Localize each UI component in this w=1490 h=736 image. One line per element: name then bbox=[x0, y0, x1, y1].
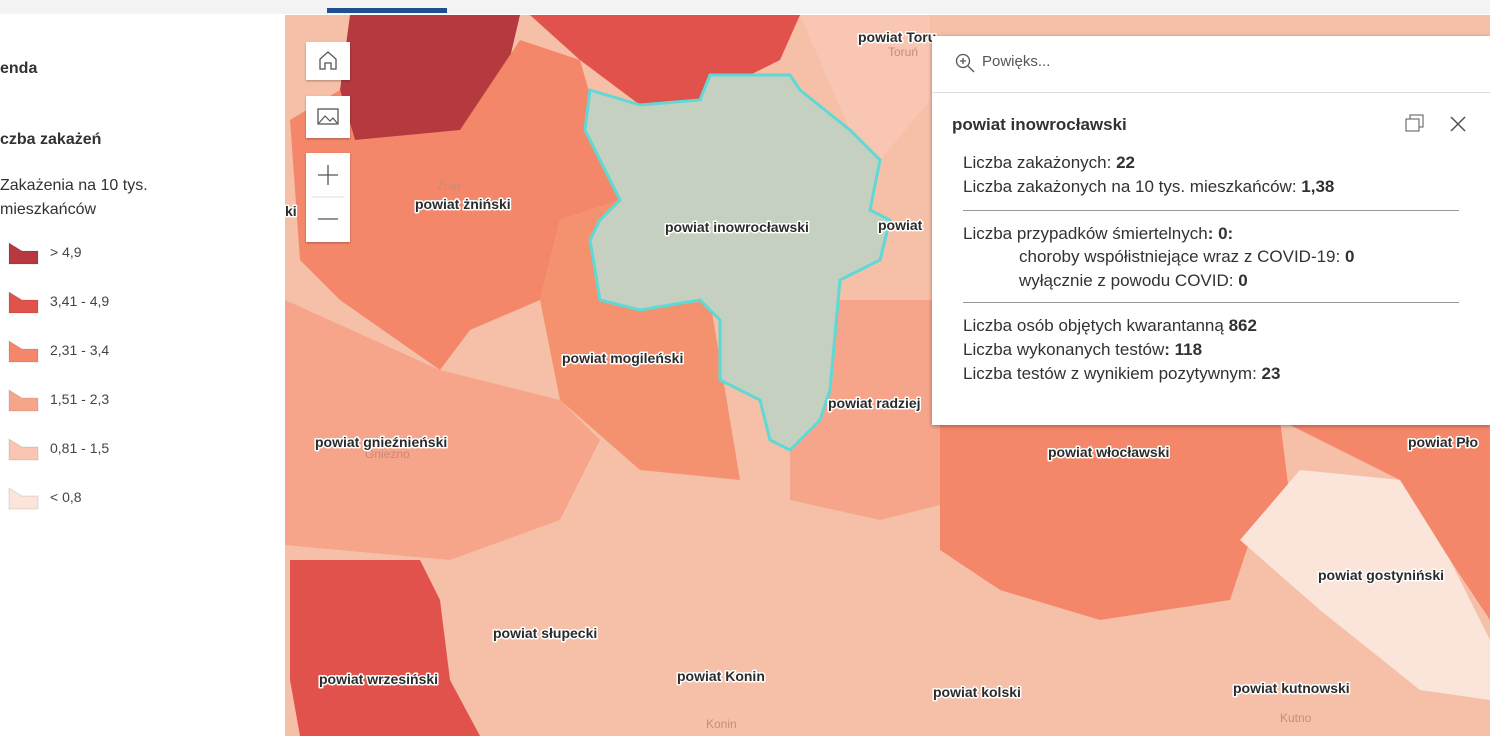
popup-line: wyłącznie z powodu COVID: 0 bbox=[1019, 271, 1248, 291]
field-value: 862 bbox=[1228, 316, 1257, 335]
field-value: 22 bbox=[1116, 153, 1136, 172]
field-label: Liczba osób objętych kwarantanną bbox=[963, 316, 1229, 335]
map-label: powiat mogileński bbox=[562, 350, 683, 366]
field-value: 23 bbox=[1261, 364, 1281, 383]
divider bbox=[963, 210, 1459, 211]
swatch-shape bbox=[8, 340, 39, 363]
swatch-shape bbox=[8, 291, 39, 314]
legend-swatch bbox=[8, 242, 39, 265]
top-bar bbox=[0, 0, 1490, 14]
map-label: powiat bbox=[878, 217, 923, 233]
field-label: Liczba przypadków śmiertelnych bbox=[963, 224, 1208, 243]
divider bbox=[963, 302, 1459, 303]
popup-line: Liczba wykonanych testów: 118 bbox=[963, 340, 1202, 360]
legend-label: 0,81 - 1,5 bbox=[50, 440, 110, 456]
field-label: Liczba testów z wynikiem pozytywnym: bbox=[963, 364, 1262, 383]
home-button[interactable] bbox=[306, 42, 350, 80]
close-button[interactable] bbox=[1448, 114, 1468, 134]
field-value: 0 bbox=[1344, 247, 1355, 266]
field-value: : 0: bbox=[1207, 224, 1234, 243]
map-label: powiat gnieźnieński bbox=[315, 434, 447, 450]
town-label: Żnin bbox=[437, 179, 460, 193]
legend-label: 2,31 - 3,4 bbox=[50, 342, 110, 358]
basemap-icon bbox=[317, 108, 339, 125]
map-label: powiat radziej bbox=[828, 395, 921, 411]
legend-swatch bbox=[8, 438, 39, 461]
zoom-controls bbox=[306, 153, 350, 242]
swatch-shape bbox=[8, 389, 39, 412]
popup: Powięks... powiat inowrocławski Liczba z… bbox=[932, 36, 1490, 425]
legend-title: enda bbox=[0, 60, 38, 77]
swatch-shape bbox=[8, 487, 39, 510]
field-label: Liczba zakażonych: bbox=[963, 153, 1117, 172]
town-label: Gniezno bbox=[365, 447, 410, 461]
map-label: powiat Pło bbox=[1408, 434, 1478, 450]
map-label: powiat inowrocławski bbox=[665, 219, 809, 235]
region bbox=[1280, 420, 1490, 620]
legend-swatch bbox=[8, 487, 39, 510]
legend-swatch bbox=[8, 291, 39, 314]
popup-line: choroby współistniejące wraz z COVID-19:… bbox=[1019, 247, 1354, 267]
field-value: : 118 bbox=[1164, 340, 1203, 359]
legend-label: 1,51 - 2,3 bbox=[50, 391, 110, 407]
map-label: powiat kutnowski bbox=[1233, 680, 1350, 696]
region bbox=[290, 40, 620, 370]
active-tab[interactable] bbox=[327, 8, 447, 13]
swatch-shape bbox=[8, 438, 39, 461]
region bbox=[540, 200, 740, 480]
legend-swatch bbox=[8, 389, 39, 412]
region bbox=[290, 560, 480, 736]
legend-label: < 0,8 bbox=[50, 489, 82, 505]
legend-layer: czba zakażeń bbox=[0, 131, 102, 148]
map-label: powiat włocławski bbox=[1048, 444, 1169, 460]
home-icon bbox=[319, 51, 337, 70]
legend-panel: enda czba zakażeń Zakażenia na 10 tys. m… bbox=[0, 36, 285, 736]
map-label: powiat gostyniński bbox=[1318, 567, 1444, 583]
selected-region[interactable] bbox=[583, 73, 892, 452]
field-value: 1,38 bbox=[1301, 177, 1335, 196]
legend-field: mieszkańców bbox=[0, 201, 97, 218]
zoom-icons bbox=[312, 165, 344, 220]
region bbox=[790, 300, 975, 520]
map-label: powiat Konin bbox=[677, 668, 765, 684]
field-label: Liczba zakażonych na 10 tys. mieszkańców… bbox=[963, 177, 1302, 196]
popup-line: Liczba przypadków śmiertelnych: 0: bbox=[963, 224, 1233, 244]
zoom-action[interactable]: Powięks... bbox=[982, 53, 1051, 70]
popup-line: Liczba testów z wynikiem pozytywnym: 23 bbox=[963, 364, 1280, 384]
legend-label: > 4,9 bbox=[50, 244, 82, 260]
field-value: 0 bbox=[1238, 271, 1248, 290]
search-icon bbox=[955, 53, 975, 73]
map-label: powiat słupecki bbox=[493, 625, 597, 641]
map-label: powiat kolski bbox=[933, 684, 1021, 700]
legend-swatch bbox=[8, 340, 39, 363]
field-label: wyłącznie z powodu COVID: bbox=[1019, 271, 1239, 290]
popup-line: Liczba zakażonych: 22 bbox=[963, 153, 1135, 173]
map-label: powiat wrzesiński bbox=[319, 671, 438, 687]
town-label: Toruń bbox=[888, 45, 918, 59]
town-label: Konin bbox=[706, 717, 737, 731]
popup-line: Liczba zakażonych na 10 tys. mieszkańców… bbox=[963, 177, 1334, 197]
dock-button[interactable] bbox=[1404, 112, 1426, 134]
swatch-shape bbox=[8, 242, 39, 265]
region bbox=[285, 300, 600, 560]
legend-label: 3,41 - 4,9 bbox=[50, 293, 110, 309]
field-label: Liczba wykonanych testów bbox=[963, 340, 1165, 359]
map-label: powiat żniński bbox=[415, 196, 511, 212]
basemap-button[interactable] bbox=[306, 96, 350, 138]
region bbox=[800, 15, 930, 160]
map-label: ki bbox=[285, 203, 297, 219]
field-label: choroby współistniejące wraz z COVID-19: bbox=[1019, 247, 1345, 266]
region bbox=[940, 420, 1290, 620]
map-label: powiat Toru bbox=[858, 29, 936, 45]
popup-title: powiat inowrocławski bbox=[952, 115, 1127, 134]
popup-line: Liczba osób objętych kwarantanną 862 bbox=[963, 316, 1257, 336]
legend-field: Zakażenia na 10 tys. bbox=[0, 177, 148, 194]
divider bbox=[932, 92, 1490, 93]
town-label: Kutno bbox=[1280, 711, 1312, 725]
region bbox=[1240, 470, 1490, 700]
